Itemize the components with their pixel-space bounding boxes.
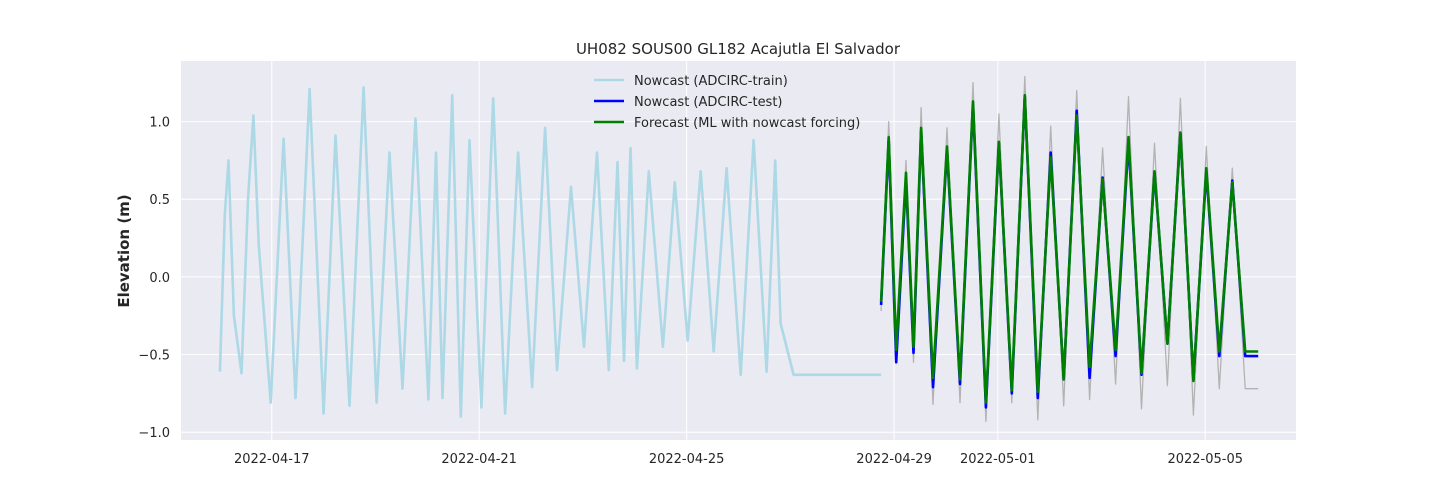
- y-tick-label: −0.5: [138, 349, 170, 364]
- chart-title: UH082 SOUS00 GL182 Acajutla El Salvador: [576, 40, 901, 58]
- series-line-nowcast-adcirc-train: [218, 86, 882, 419]
- y-tick-label: −1.0: [138, 426, 170, 441]
- legend-label: Forecast (ML with nowcast forcing): [634, 116, 860, 131]
- plot-area: [181, 61, 1296, 440]
- x-tick-label: 2022-04-25: [649, 452, 725, 467]
- y-axis-label: Elevation (m): [115, 194, 133, 307]
- x-tick-labels: 2022-04-17 2022-04-21 2022-04-25 2022-04-29…: [234, 452, 1243, 467]
- legend-label: Nowcast (ADCIRC-train): [634, 74, 788, 89]
- y-tick-labels: −1.0 −0.5 0.0 0.5 1.0: [138, 116, 170, 442]
- x-tick-label: 2022-04-17: [234, 452, 310, 467]
- legend: Nowcast (ADCIRC-train) Nowcast (ADCIRC-te…: [594, 74, 860, 131]
- y-tick-label: 1.0: [149, 116, 170, 131]
- x-tick-label: 2022-04-29: [856, 452, 932, 467]
- legend-label: Nowcast (ADCIRC-test): [634, 95, 783, 110]
- series-lines: [218, 75, 1259, 423]
- series-line-forecast-ml-with-nowcast-forcing: [879, 93, 1259, 405]
- x-tick-label: 2022-05-05: [1167, 452, 1243, 467]
- y-tick-label: 0.0: [149, 271, 170, 286]
- x-tick-label: 2022-04-21: [441, 452, 517, 467]
- x-tick-label: 2022-05-01: [960, 452, 1036, 467]
- y-tick-label: 0.5: [149, 193, 170, 208]
